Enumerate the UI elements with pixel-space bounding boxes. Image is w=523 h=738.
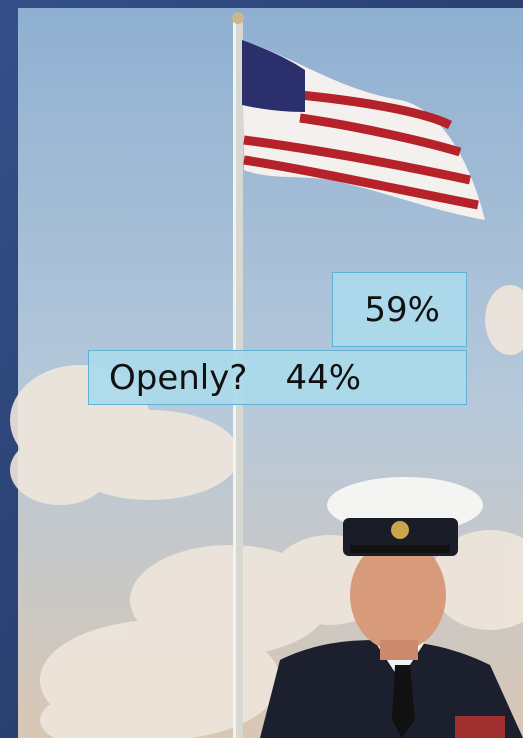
label-box: 59% bbox=[332, 272, 467, 347]
slide: 59% Openly? 44% (() => { const data = JS… bbox=[0, 0, 523, 738]
question: Openly? bbox=[109, 358, 247, 398]
percentage: 44% bbox=[285, 358, 361, 398]
label-box: Openly? 44% bbox=[88, 350, 467, 405]
percentage: 59% bbox=[364, 290, 440, 330]
